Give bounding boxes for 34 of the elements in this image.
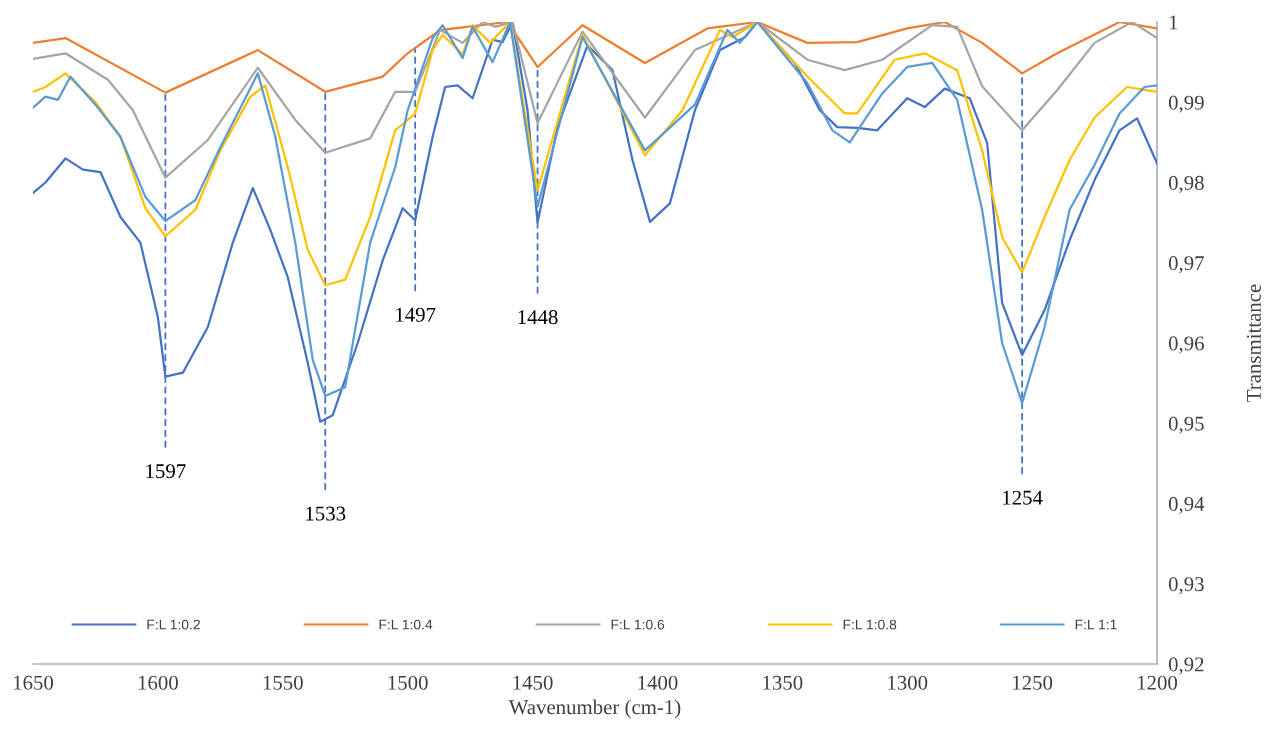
x-tick-label: 1350 <box>763 675 803 690</box>
x-tick-label: 1450 <box>513 675 553 690</box>
annotation: 1533 <box>306 506 346 521</box>
line-series <box>33 22 1157 179</box>
line-series <box>33 22 1157 94</box>
annotation: 1497 <box>396 307 436 322</box>
legend-label: F:L 1:0.6 <box>611 619 665 630</box>
annotation: 1597 <box>146 464 186 479</box>
annotation: 1448 <box>518 310 558 325</box>
y-tick-label: 0,99 <box>1168 95 1204 113</box>
y-tick-label: 0,96 <box>1168 336 1204 354</box>
x-tick-label: 1200 <box>1138 675 1178 690</box>
y-tick-label: 0,92 <box>1168 657 1204 675</box>
y-tick-label: 0,93 <box>1168 577 1204 595</box>
x-tick-label: 1400 <box>638 675 678 690</box>
x-tick-label: 1550 <box>263 675 303 690</box>
y-tick-label: 0,98 <box>1168 175 1204 193</box>
legend-label: F:L 1:0.2 <box>147 619 200 630</box>
y-tick-label: 0,97 <box>1168 256 1204 274</box>
legend-label: F:L 1:0.4 <box>379 619 433 630</box>
y-axis-title: Transmittance <box>1246 284 1261 402</box>
legend-label: F:L 1:0.8 <box>843 619 897 630</box>
legend-label: F:L 1:1 <box>1075 619 1117 630</box>
x-tick-label: 1650 <box>14 675 54 690</box>
x-tick-label: 1250 <box>1013 675 1053 690</box>
y-tick-label: 1 <box>1169 15 1178 30</box>
x-tick-label: 1600 <box>138 675 178 690</box>
y-tick-label: 0,95 <box>1168 416 1204 434</box>
x-tick-label: 1300 <box>888 675 928 690</box>
x-tick-label: 1500 <box>388 675 428 690</box>
annotation: 1254 <box>1003 490 1043 505</box>
y-tick-label: 0,94 <box>1168 496 1205 514</box>
line-series <box>33 22 1157 287</box>
x-axis-title: Wavenumber (cm-1) <box>508 699 681 719</box>
